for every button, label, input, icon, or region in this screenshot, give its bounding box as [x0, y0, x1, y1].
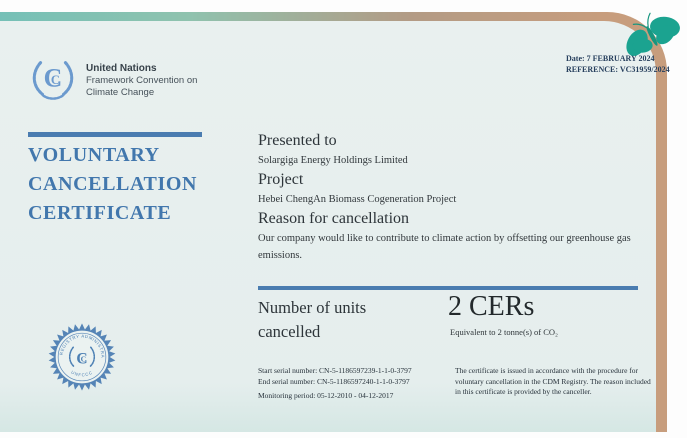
- end-serial: End serial number: CN-5-1186597240-1-1-0…: [258, 376, 410, 386]
- unfccc-logo-icon: C C: [30, 55, 76, 106]
- date-reference-block: Date: 7 FEBRUARY 2024 REFERENCE: VC31959…: [566, 53, 670, 75]
- cdm-registry-seal-icon: CDM REGISTRY ADMINISTRATOR UNFCCC C C: [44, 317, 118, 398]
- un-line1: Framework Convention on: [86, 75, 198, 86]
- logo-letter-inner: C: [51, 73, 60, 87]
- title-line-3: CERTIFICATE: [28, 202, 172, 224]
- reference-text: REFERENCE: VC31959/2024: [566, 65, 670, 74]
- monitoring-period: Monitoring period: 05-12-2010 - 04-12-20…: [258, 391, 394, 400]
- butterfly-icon: [608, 0, 687, 79]
- seal-bottom-text: UNFCCC: [70, 369, 93, 377]
- title-divider-bar: [28, 132, 202, 137]
- reason-heading: Reason for cancellation: [258, 210, 410, 227]
- units-heading: Number of units cancelled: [258, 296, 366, 344]
- serial-numbers: Start serial number: CN-5-1186597239-1-1…: [258, 366, 412, 387]
- logo-letter-outer: C: [44, 64, 63, 93]
- units-divider-bar: [258, 286, 638, 290]
- un-line2: Climate Change: [86, 87, 155, 98]
- certificate-title: VOLUNTARY CANCELLATION CERTIFICATE: [28, 141, 197, 228]
- units-value: 2 CERs: [448, 291, 535, 322]
- start-serial: Start serial number: CN-5-1186597239-1-1…: [258, 366, 412, 375]
- units-heading-line2: cancelled: [258, 322, 321, 341]
- project-heading: Project: [258, 171, 304, 188]
- date-text: Date: 7 FEBRUARY 2024: [566, 54, 655, 63]
- certificate-body: Presented to Solargiga Energy Holdings L…: [258, 130, 658, 264]
- title-line-2: CANCELLATION: [28, 173, 198, 195]
- units-equivalent: Equivalent to 2 tonne(s) of CO₂: [450, 327, 559, 337]
- project-value: Hebei ChengAn Biomass Cogeneration Proje…: [258, 194, 457, 205]
- units-heading-line1: Number of units: [258, 298, 367, 317]
- presented-to-heading: Presented to: [258, 132, 337, 149]
- svg-text:UNFCCC: UNFCCC: [70, 369, 94, 377]
- title-line-1: VOLUNTARY: [28, 144, 160, 166]
- un-wordmark: United Nations Framework Convention on C…: [86, 63, 197, 99]
- presented-to-value: Solargiga Energy Holdings Limited: [258, 155, 408, 166]
- un-name: United Nations: [86, 63, 157, 74]
- reason-value: Our company would like to contribute to …: [258, 233, 631, 261]
- seal-logo-letter-outer: C: [76, 350, 87, 367]
- seal-logo-letter-inner: C: [81, 354, 87, 363]
- disclaimer-text: The certificate is issued in accordance …: [455, 366, 651, 396]
